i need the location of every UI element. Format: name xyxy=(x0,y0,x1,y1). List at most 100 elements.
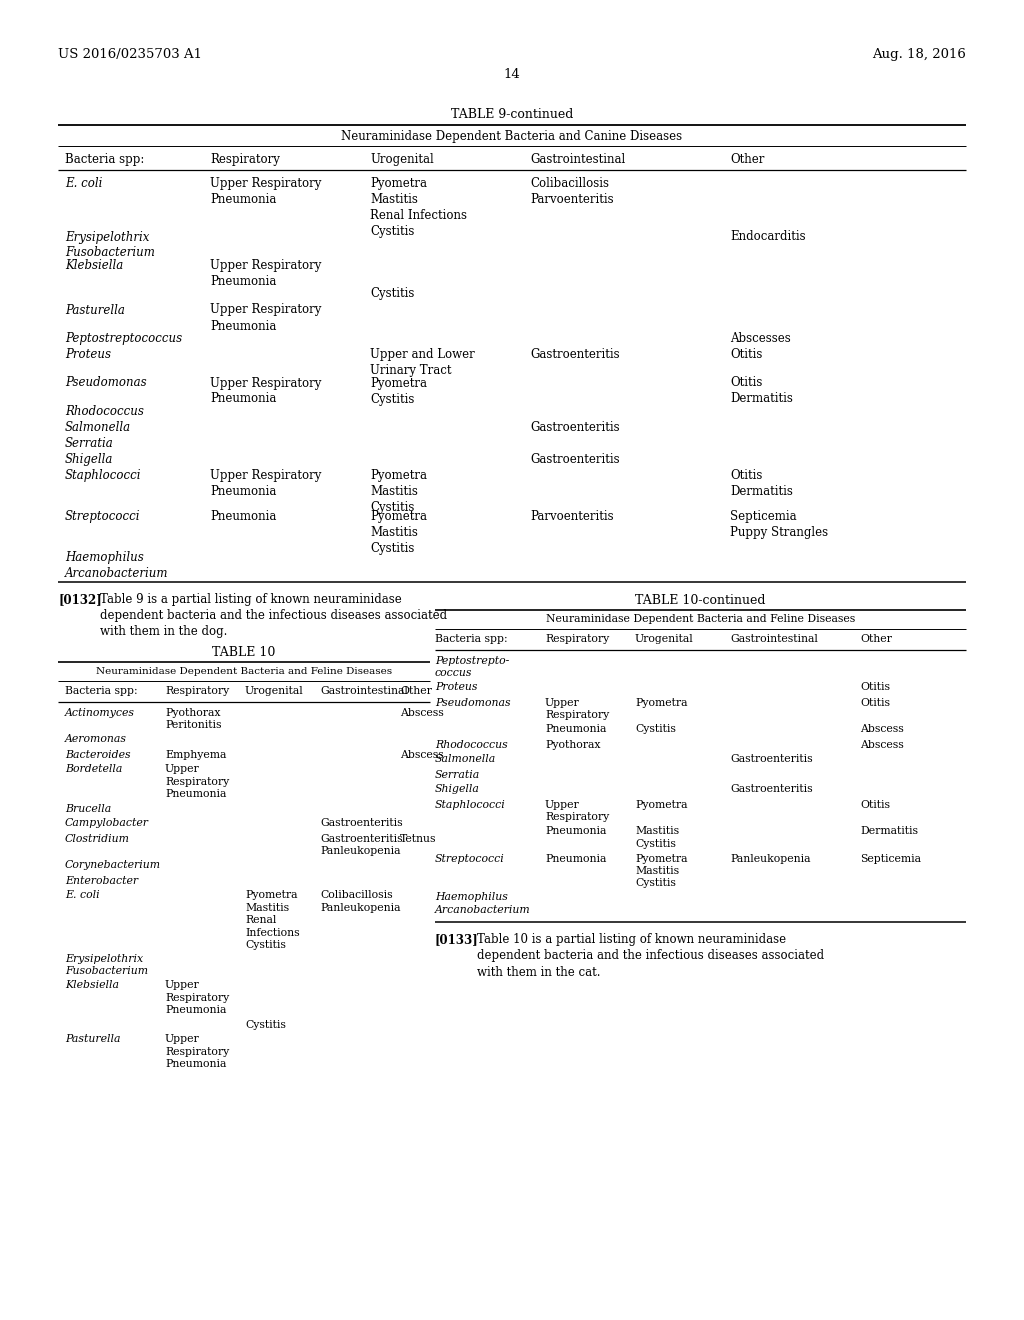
Text: Dermatitis: Dermatitis xyxy=(860,826,918,837)
Text: [0133]: [0133] xyxy=(435,933,479,946)
Text: Gastroenteritis: Gastroenteritis xyxy=(530,421,620,434)
Text: Abscess: Abscess xyxy=(860,739,904,750)
Text: Salmonella: Salmonella xyxy=(65,421,131,434)
Text: Bacteria spp:: Bacteria spp: xyxy=(65,686,137,697)
Text: Septicemia
Puppy Strangles: Septicemia Puppy Strangles xyxy=(730,510,828,539)
Text: Respiratory: Respiratory xyxy=(210,153,280,166)
Text: Clostridium: Clostridium xyxy=(65,833,130,843)
Text: Abscess: Abscess xyxy=(400,750,443,759)
Text: [0132]: [0132] xyxy=(58,594,101,606)
Text: Gastroenteritis: Gastroenteritis xyxy=(730,755,813,764)
Text: Neuraminidase Dependent Bacteria and Canine Diseases: Neuraminidase Dependent Bacteria and Can… xyxy=(341,129,683,143)
Text: Upper
Respiratory
Pneumonia: Upper Respiratory Pneumonia xyxy=(165,764,229,800)
Text: Colibacillosis
Panleukopenia: Colibacillosis Panleukopenia xyxy=(319,891,400,913)
Text: Urogenital: Urogenital xyxy=(635,635,693,644)
Text: Proteus: Proteus xyxy=(65,348,111,360)
Text: Table 10 is a partial listing of known neuraminidase
dependent bacteria and the : Table 10 is a partial listing of known n… xyxy=(477,933,824,978)
Text: Endocarditis: Endocarditis xyxy=(730,231,806,243)
Text: TABLE 10-continued: TABLE 10-continued xyxy=(635,594,766,606)
Text: Klebsiella: Klebsiella xyxy=(65,981,119,990)
Text: Pyothorax: Pyothorax xyxy=(545,739,600,750)
Text: Upper Respiratory
Pneumonia: Upper Respiratory Pneumonia xyxy=(210,259,322,288)
Text: Upper
Respiratory: Upper Respiratory xyxy=(545,697,609,719)
Text: Haemophilus
Arcanobacterium: Haemophilus Arcanobacterium xyxy=(435,892,530,915)
Text: Panleukopenia: Panleukopenia xyxy=(730,854,811,863)
Text: Neuraminidase Dependent Bacteria and Feline Diseases: Neuraminidase Dependent Bacteria and Fel… xyxy=(546,615,855,624)
Text: Proteus: Proteus xyxy=(435,682,477,693)
Text: Pasturella: Pasturella xyxy=(65,304,125,317)
Text: Upper Respiratory
Pneumonia: Upper Respiratory Pneumonia xyxy=(210,177,322,206)
Text: TABLE 9-continued: TABLE 9-continued xyxy=(451,108,573,121)
Text: Staphlococci: Staphlococci xyxy=(65,469,141,482)
Text: Pseudomonas: Pseudomonas xyxy=(435,697,511,708)
Text: Pyometra
Cystitis: Pyometra Cystitis xyxy=(370,376,427,405)
Text: 14: 14 xyxy=(504,69,520,81)
Text: Salmonella: Salmonella xyxy=(435,755,497,764)
Text: Pseudomonas: Pseudomonas xyxy=(65,376,146,389)
Text: Upper Respiratory
Pneumonia: Upper Respiratory Pneumonia xyxy=(210,376,322,405)
Text: Aug. 18, 2016: Aug. 18, 2016 xyxy=(872,48,966,61)
Text: Pyothorax
Peritonitis: Pyothorax Peritonitis xyxy=(165,708,221,730)
Text: Rhodococcus: Rhodococcus xyxy=(65,405,144,418)
Text: Parvoenteritis: Parvoenteritis xyxy=(530,510,613,523)
Text: Otitis: Otitis xyxy=(860,682,890,693)
Text: Campylobacter: Campylobacter xyxy=(65,818,150,829)
Text: Abscess: Abscess xyxy=(860,725,904,734)
Text: Other: Other xyxy=(730,153,764,166)
Text: Gastroenteritis: Gastroenteritis xyxy=(319,818,402,829)
Text: Gastroenteritis: Gastroenteritis xyxy=(730,784,813,795)
Text: Gastrointestinal: Gastrointestinal xyxy=(319,686,408,697)
Text: Upper and Lower
Urinary Tract: Upper and Lower Urinary Tract xyxy=(370,348,475,378)
Text: Gastroenteritis: Gastroenteritis xyxy=(530,453,620,466)
Text: Colibacillosis
Parvoenteritis: Colibacillosis Parvoenteritis xyxy=(530,177,613,206)
Text: Gastroenteritis
Panleukopenia: Gastroenteritis Panleukopenia xyxy=(319,833,402,855)
Text: Serratia: Serratia xyxy=(65,437,114,450)
Text: Pyometra: Pyometra xyxy=(635,697,687,708)
Text: Pyometra
Mastitis
Cystitis: Pyometra Mastitis Cystitis xyxy=(370,469,427,513)
Text: Pneumonia: Pneumonia xyxy=(545,854,606,863)
Text: Urogenital: Urogenital xyxy=(245,686,304,697)
Text: Cystitis: Cystitis xyxy=(635,725,676,734)
Text: Tetnus: Tetnus xyxy=(400,833,436,843)
Text: Peptostrepto-
coccus: Peptostrepto- coccus xyxy=(435,656,509,678)
Text: Aeromonas: Aeromonas xyxy=(65,734,127,744)
Text: Staphlococci: Staphlococci xyxy=(435,800,506,809)
Text: Actinomyces: Actinomyces xyxy=(65,708,135,718)
Text: Otitis: Otitis xyxy=(730,348,763,360)
Text: Gastroenteritis: Gastroenteritis xyxy=(530,348,620,360)
Text: TABLE 10: TABLE 10 xyxy=(212,645,275,659)
Text: Table 9 is a partial listing of known neuraminidase
dependent bacteria and the i: Table 9 is a partial listing of known ne… xyxy=(100,594,447,639)
Text: Bacteria spp:: Bacteria spp: xyxy=(435,635,508,644)
Text: Abscesses: Abscesses xyxy=(730,333,791,345)
Text: Rhodococcus: Rhodococcus xyxy=(435,739,508,750)
Text: Upper
Respiratory
Pneumonia: Upper Respiratory Pneumonia xyxy=(165,981,229,1015)
Text: Upper Respiratory
Pneumonia: Upper Respiratory Pneumonia xyxy=(210,469,322,498)
Text: Abscess: Abscess xyxy=(400,708,443,718)
Text: Streptococci: Streptococci xyxy=(65,510,140,523)
Text: Pyometra
Mastitis
Renal
Infections
Cystitis: Pyometra Mastitis Renal Infections Cysti… xyxy=(245,891,300,950)
Text: Pneumonia: Pneumonia xyxy=(545,725,606,734)
Text: Klebsiella: Klebsiella xyxy=(65,259,123,272)
Text: Upper
Respiratory: Upper Respiratory xyxy=(545,800,609,822)
Text: Erysipelothrix
Fusobacterium: Erysipelothrix Fusobacterium xyxy=(65,231,155,260)
Text: Cystitis: Cystitis xyxy=(245,1019,286,1030)
Text: Gastrointestinal: Gastrointestinal xyxy=(730,635,818,644)
Text: Urogenital: Urogenital xyxy=(370,153,434,166)
Text: Pyometra
Mastitis
Cystitis: Pyometra Mastitis Cystitis xyxy=(370,510,427,554)
Text: Bacteroides: Bacteroides xyxy=(65,750,131,759)
Text: Cystitis: Cystitis xyxy=(370,288,415,301)
Text: Gastrointestinal: Gastrointestinal xyxy=(530,153,626,166)
Text: Mastitis
Cystitis: Mastitis Cystitis xyxy=(635,826,679,849)
Text: Emphyema: Emphyema xyxy=(165,750,226,759)
Text: Haemophilus
Arcanobacterium: Haemophilus Arcanobacterium xyxy=(65,550,169,579)
Text: Pasturella: Pasturella xyxy=(65,1035,121,1044)
Text: US 2016/0235703 A1: US 2016/0235703 A1 xyxy=(58,48,202,61)
Text: Pneumonia: Pneumonia xyxy=(210,510,276,523)
Text: Pyometra: Pyometra xyxy=(635,800,687,809)
Text: Bacteria spp:: Bacteria spp: xyxy=(65,153,144,166)
Text: Respiratory: Respiratory xyxy=(545,635,609,644)
Text: Otitis: Otitis xyxy=(860,697,890,708)
Text: Other: Other xyxy=(860,635,892,644)
Text: Bordetella: Bordetella xyxy=(65,764,123,775)
Text: E. coli: E. coli xyxy=(65,177,102,190)
